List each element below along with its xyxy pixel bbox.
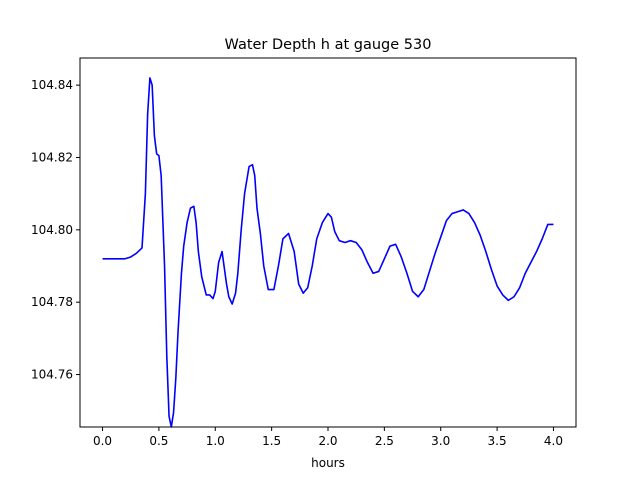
chart-title: Water Depth h at gauge 530 (225, 37, 432, 53)
x-tick-label: 2.0 (318, 434, 337, 448)
plot-area (80, 58, 576, 427)
x-tick-label: 0.0 (93, 434, 112, 448)
y-tick-label: 104.76 (31, 368, 73, 382)
series-line-0 (102, 77, 554, 428)
x-tick-label: 1.5 (262, 434, 281, 448)
x-axis-ticks: 0.0 0.5 1.0 1.5 2.0 2.5 3.0 3.5 4.0 (93, 427, 563, 448)
x-tick-label: 3.0 (431, 434, 450, 448)
x-tick-label: 2.5 (375, 434, 394, 448)
x-tick-label: 1.0 (206, 434, 225, 448)
x-tick-label: 0.5 (149, 434, 168, 448)
y-tick-label: 104.78 (31, 295, 73, 309)
y-axis-ticks: 104.76 104.78 104.80 104.82 104.84 (31, 78, 80, 382)
y-tick-label: 104.80 (31, 223, 73, 237)
y-tick-label: 104.82 (31, 150, 73, 164)
x-tick-label: 4.0 (544, 434, 563, 448)
x-axis-label: hours (311, 456, 345, 470)
series-layer (102, 77, 554, 428)
x-tick-label: 3.5 (488, 434, 507, 448)
y-tick-label: 104.84 (31, 78, 73, 92)
